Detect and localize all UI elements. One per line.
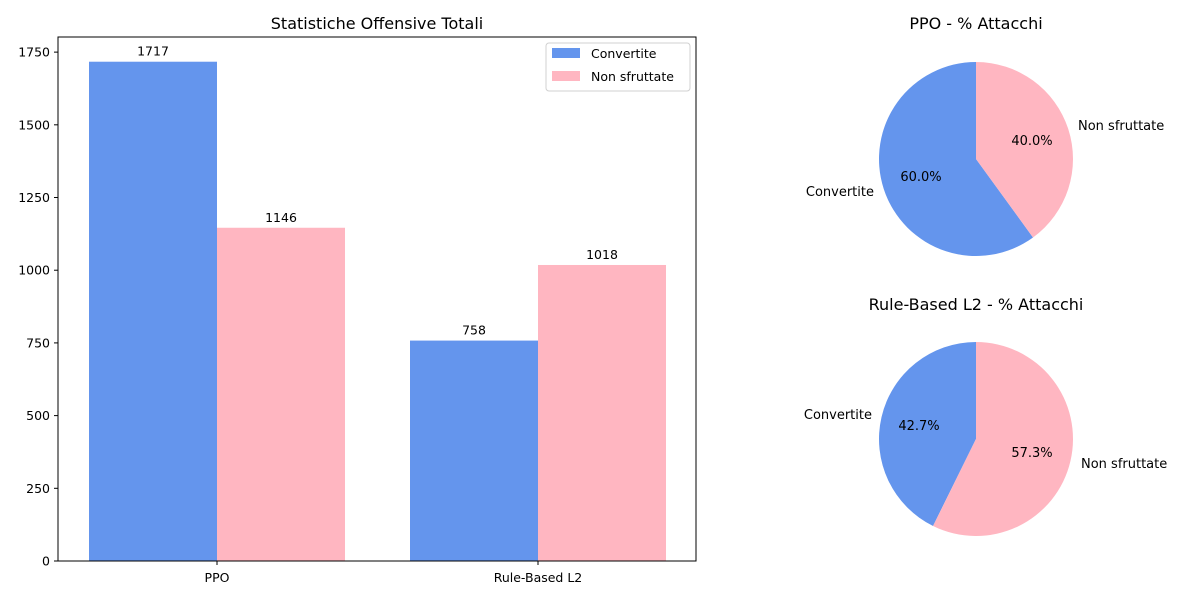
pie-chart-title: Rule-Based L2 - % Attacchi — [869, 295, 1084, 314]
legend-swatch-convertite — [552, 48, 580, 58]
pie-label-non-sfruttate: Non sfruttate — [1078, 119, 1164, 134]
pie-label-convertite: Convertite — [804, 408, 872, 423]
bar-marks: 1717 758 1146 1018 — [89, 44, 666, 561]
legend-label-convertite: Convertite — [591, 46, 657, 61]
pie-slices — [878, 342, 1073, 536]
y-tick-label: 1500 — [18, 117, 50, 132]
bar-convertite — [410, 340, 538, 561]
legend-box — [545, 42, 691, 92]
bar-non-sfruttate — [538, 264, 666, 561]
pie-slices — [878, 62, 1073, 256]
y-tick-label: 500 — [26, 408, 50, 423]
pie-pct-convertite: 60.0% — [900, 170, 941, 185]
bar-non-sfruttate — [217, 227, 345, 561]
x-tick-label: Rule-Based L2 — [494, 570, 583, 585]
y-tick-label: 1750 — [18, 45, 50, 60]
pie-slice-convertite — [878, 62, 1034, 256]
bar-value-label: 1146 — [265, 210, 297, 225]
pie-slice-non-sfruttate — [976, 62, 1073, 238]
plot-frame — [57, 36, 697, 562]
pie-chart-rule-based: Rule-Based L2 - % Attacchi Convertite No… — [804, 295, 1167, 536]
pie-pct-non-sfruttate: 40.0% — [1011, 134, 1052, 149]
legend-swatch-non-sfruttate — [552, 71, 580, 81]
bar-value-label: 1018 — [586, 247, 618, 262]
legend-label-non-sfruttate: Non sfruttate — [591, 69, 674, 84]
bar-value-label: 1717 — [137, 44, 169, 59]
pie-slice-convertite — [878, 342, 976, 526]
pie-label-non-sfruttate: Non sfruttate — [1081, 457, 1167, 472]
y-tick-label: 1000 — [18, 263, 50, 278]
y-tick-label: 0 — [42, 554, 50, 569]
x-tick-label: PPO — [205, 570, 230, 585]
pie-slice-non-sfruttate — [933, 342, 1073, 536]
y-tick-label: 1250 — [18, 190, 50, 205]
pie-label-convertite: Convertite — [806, 185, 874, 200]
bar-value-label: 758 — [462, 323, 486, 338]
bar-chart: Statistiche Offensive Totali 1717 758 1146… — [18, 14, 697, 585]
pie-pct-non-sfruttate: 57.3% — [1011, 446, 1052, 461]
bar-chart-title: Statistiche Offensive Totali — [271, 14, 483, 33]
pie-chart-title: PPO - % Attacchi — [909, 14, 1042, 33]
pie-chart-ppo: PPO - % Attacchi Convertite Non sfruttat… — [806, 14, 1164, 256]
bar-convertite — [89, 61, 217, 561]
y-axis-ticks: 0 250 500 750 1000 1250 1500 1750 — [18, 45, 539, 569]
legend: Convertite Non sfruttate — [545, 42, 691, 92]
y-tick-label: 250 — [26, 481, 50, 496]
x-axis-ticks: PPO Rule-Based L2 — [205, 570, 583, 585]
y-tick-label: 750 — [26, 335, 50, 350]
pie-pct-convertite: 42.7% — [898, 419, 939, 434]
